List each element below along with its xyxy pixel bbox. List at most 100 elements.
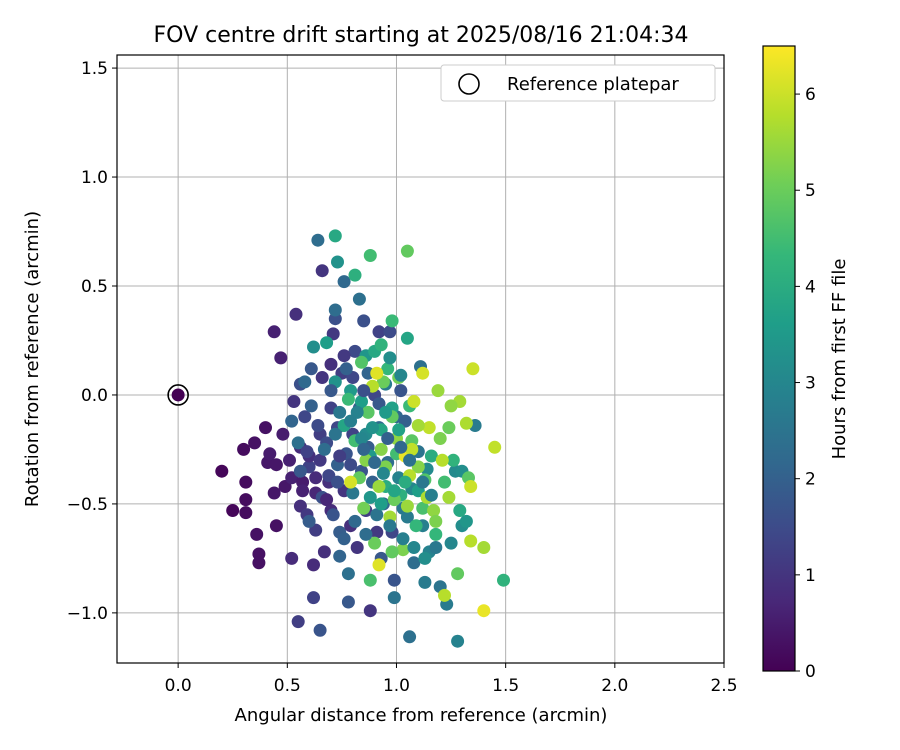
data-point <box>376 466 390 480</box>
data-point <box>346 486 360 500</box>
data-point <box>374 338 388 352</box>
data-point <box>274 351 288 365</box>
data-point <box>424 449 438 463</box>
data-point <box>497 573 510 587</box>
data-point <box>381 432 395 445</box>
x-tick-label: 1.0 <box>383 676 410 696</box>
data-point <box>398 475 412 489</box>
data-point <box>339 362 353 376</box>
data-point <box>424 488 438 502</box>
data-point <box>418 551 432 565</box>
legend-marker <box>458 73 480 95</box>
data-point <box>283 453 296 467</box>
colorbar-tick-label: 5 <box>805 181 816 201</box>
data-point <box>357 314 371 328</box>
data-point <box>348 268 362 282</box>
data-point <box>298 410 312 424</box>
data-point <box>409 519 423 533</box>
data-point <box>324 357 338 371</box>
data-point <box>383 519 397 533</box>
data-point <box>226 504 240 517</box>
data-point <box>372 325 386 339</box>
y-tick-label: −1.0 <box>67 604 108 624</box>
data-point <box>442 421 456 435</box>
data-point <box>431 384 445 398</box>
data-point <box>320 493 334 507</box>
y-tick-label: 0.5 <box>81 277 108 297</box>
data-point <box>333 549 347 563</box>
colorbar-ticks: 0 1 2 3 4 5 6 <box>795 85 816 682</box>
data-point <box>464 534 478 548</box>
data-point <box>427 504 441 517</box>
data-point <box>298 375 312 389</box>
data-point <box>252 556 266 570</box>
data-point <box>359 527 373 541</box>
data-point <box>337 349 351 363</box>
data-point <box>239 475 253 489</box>
data-point <box>357 384 371 398</box>
data-point <box>363 604 377 618</box>
data-point <box>341 595 355 609</box>
data-point <box>317 442 331 456</box>
data-point <box>363 249 377 262</box>
data-point <box>394 368 408 382</box>
data-point <box>333 449 347 463</box>
data-point <box>446 453 460 467</box>
data-point <box>407 541 421 554</box>
data-point <box>287 395 301 408</box>
data-point <box>400 499 414 513</box>
data-point <box>344 458 358 472</box>
y-tick-label: −0.5 <box>67 495 108 515</box>
data-point <box>379 405 393 419</box>
grid-lines <box>117 55 725 663</box>
data-point <box>405 442 419 456</box>
data-point <box>269 519 283 533</box>
data-point <box>357 442 371 456</box>
data-point <box>300 445 314 459</box>
legend-entry: Reference platepar <box>507 74 679 95</box>
data-point <box>407 395 421 408</box>
colorbar-tick-label: 2 <box>805 470 816 490</box>
data-point <box>383 325 397 339</box>
data-point <box>416 475 430 489</box>
data-point <box>418 575 432 589</box>
data-point <box>337 275 351 289</box>
reference-point <box>171 388 185 402</box>
data-point <box>315 371 329 384</box>
y-tick-label: 0.0 <box>81 386 108 406</box>
y-tick-label: 1.5 <box>81 59 108 79</box>
colorbar-label: Hours from first FF file <box>829 259 850 460</box>
data-point <box>311 233 325 247</box>
data-point <box>403 630 417 644</box>
data-point <box>400 244 414 258</box>
data-point <box>269 458 283 472</box>
data-point <box>368 536 382 550</box>
data-point <box>381 362 395 376</box>
data-point <box>466 362 480 376</box>
data-point <box>407 556 421 570</box>
colorbar-tick-label: 1 <box>805 566 816 586</box>
data-point <box>215 464 229 478</box>
data-point <box>355 355 368 369</box>
data-point <box>363 573 377 587</box>
data-point <box>394 440 408 454</box>
colorbar-tick-label: 0 <box>805 662 816 682</box>
data-point <box>324 384 338 398</box>
data-point <box>370 508 384 522</box>
data-point <box>341 392 355 406</box>
data-point <box>313 453 327 467</box>
data-point <box>444 536 458 550</box>
data-point <box>459 514 473 528</box>
data-point <box>296 484 310 498</box>
data-point <box>304 399 318 413</box>
data-point <box>307 591 320 605</box>
data-point <box>363 490 377 504</box>
data-point <box>372 558 386 572</box>
data-point <box>400 331 414 345</box>
data-point <box>350 541 364 554</box>
data-point <box>429 541 443 554</box>
plot-frame <box>116 54 725 664</box>
data-point <box>331 475 344 489</box>
data-point <box>438 475 451 489</box>
